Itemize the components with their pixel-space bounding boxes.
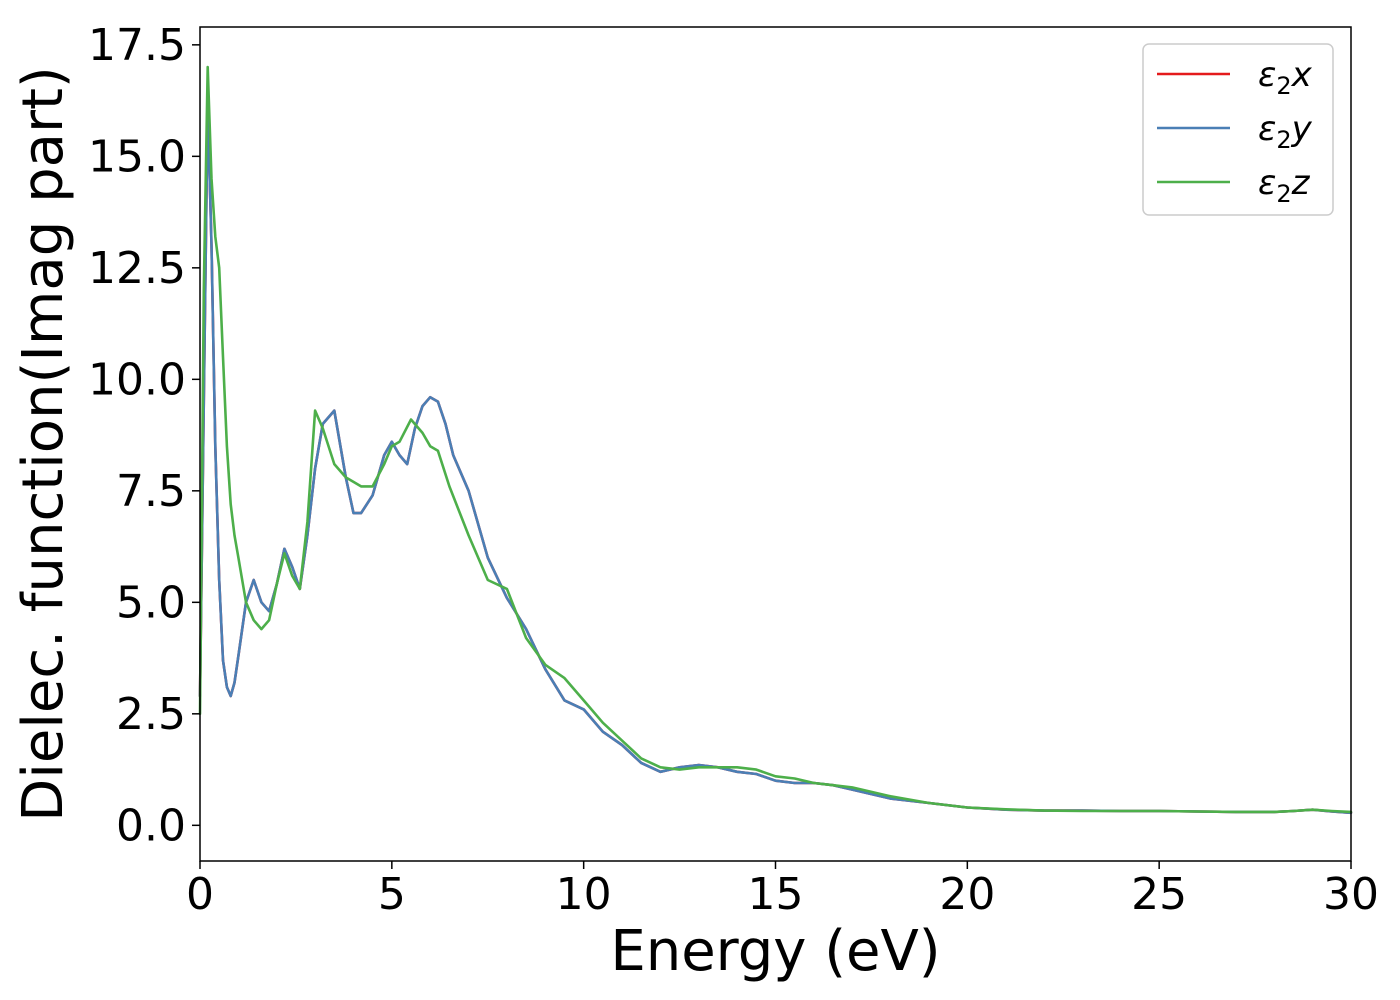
y-tick-label: 0.0 (116, 800, 186, 851)
x-tick-label: 15 (748, 869, 804, 920)
legend-box (1142, 43, 1334, 216)
y-axis-label: Dielec. function(Imag part) (11, 66, 76, 822)
x-tick-label: 10 (556, 869, 612, 920)
y-axis: 0.0 2.5 5.0 7.5 10.0 12.5 15.0 17.5 (88, 20, 200, 851)
series-line-3 (198, 65, 1353, 814)
series-layer (198, 65, 1353, 815)
x-tick-label: 30 (1323, 869, 1379, 920)
y-tick-label: 2.5 (116, 689, 186, 740)
legend-label-1: ε2x (1258, 55, 1313, 100)
legend-label-2: ε2y (1258, 109, 1313, 154)
x-tick-label: 25 (1131, 869, 1187, 920)
x-tick-label: 5 (378, 869, 406, 920)
x-axis-label: Energy (eV) (610, 919, 940, 984)
x-tick-label: 0 (186, 869, 214, 920)
legend-label-3: ε2z (1258, 163, 1311, 208)
y-tick-label: 10.0 (88, 354, 186, 405)
x-axis: 0 5 10 15 20 25 30 (186, 861, 1379, 920)
y-tick-label: 5.0 (116, 577, 186, 628)
y-tick-label: 15.0 (88, 131, 186, 182)
y-tick-label: 7.5 (116, 466, 186, 517)
y-tick-label: 17.5 (88, 20, 186, 71)
legend: ε2x ε2y ε2z (1142, 43, 1334, 216)
x-tick-label: 20 (939, 869, 995, 920)
y-tick-label: 12.5 (88, 243, 186, 294)
